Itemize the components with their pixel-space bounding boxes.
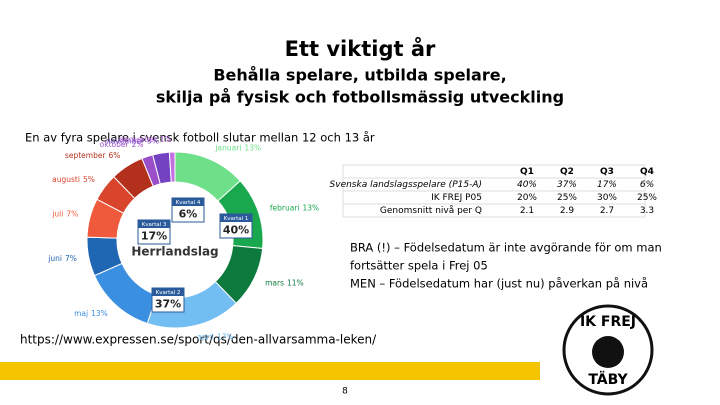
quarter-value: 6%	[179, 208, 198, 221]
month-value: 7%	[65, 254, 77, 263]
table-cell: 30%	[597, 193, 617, 203]
title: Ett viktigt år	[285, 36, 436, 61]
segment-label: juli 7%	[51, 210, 78, 219]
table-header: Q3	[600, 167, 614, 177]
footer-bar	[0, 362, 540, 380]
table-cell: 20%	[517, 193, 537, 203]
segment-label: mars 11%	[265, 278, 304, 287]
month-value: 13%	[91, 309, 108, 318]
table-cell: 25%	[637, 193, 657, 203]
quarter-value: 37%	[155, 298, 181, 311]
month-name: september	[65, 151, 107, 160]
segment-label: december 1%	[119, 135, 172, 144]
segment-label: november 3%	[106, 136, 159, 145]
month-value: 17%	[217, 332, 234, 341]
month-value: 13%	[244, 144, 261, 153]
center-label: Herrlandslag	[131, 245, 218, 259]
month-name: december	[119, 135, 158, 144]
segment-label: augusti 5%	[52, 175, 95, 184]
table-cell: Svenska landslagsspelare (P15-A)	[330, 180, 482, 190]
segment-label: april 17%	[197, 332, 233, 341]
url: https://www.expressen.se/sport/qs/den-al…	[20, 333, 377, 347]
donut-chart: januari 13%februari 13%mars 11%april 17%maj 1…	[47, 135, 319, 341]
logo-text: TÄBY	[588, 371, 628, 388]
table-cell: 2.7	[600, 206, 614, 216]
table-cell: 25%	[557, 193, 577, 203]
month-name: januari	[214, 144, 241, 153]
segment-label: februari 13%	[270, 203, 319, 212]
quarter-name: Kvartal 2	[156, 290, 181, 296]
table-cell: 40%	[517, 180, 537, 190]
month-name: november	[106, 136, 145, 145]
segment-label: januari 13%	[214, 144, 261, 153]
table-cell: 2.9	[560, 206, 575, 216]
quarter-head	[220, 214, 252, 222]
table-cell: 2.1	[520, 206, 534, 216]
quarter-head	[172, 198, 204, 206]
month-name: oktober	[100, 140, 130, 149]
donut-segment	[168, 151, 176, 183]
table-cell: 3.3	[640, 206, 654, 216]
month-name: mars	[265, 278, 284, 287]
note: fortsätter spela i Frej 05	[350, 259, 488, 273]
table-cell: IK FREJ P05	[431, 193, 482, 203]
quarter-head	[138, 220, 170, 228]
segment-label: september 6%	[65, 151, 121, 160]
month-value: 11%	[287, 278, 304, 287]
month-name: augusti	[52, 175, 80, 184]
table-header: Q4	[640, 167, 654, 177]
month-value: 6%	[109, 151, 121, 160]
month-value: 2%	[132, 140, 144, 149]
table-cell: Genomsnitt nivå per Q	[380, 205, 482, 216]
segment-label: oktober 2%	[100, 140, 144, 149]
month-value: 5%	[83, 175, 95, 184]
quarter-value: 17%	[141, 230, 167, 243]
month-value: 13%	[303, 203, 320, 212]
month-name: februari	[270, 203, 300, 212]
subtitle: skilja på fysisk och fotbollsmässig utve…	[156, 88, 564, 107]
month-value: 1%	[160, 135, 172, 144]
month-name: april	[197, 332, 214, 341]
month-value: 7%	[66, 210, 78, 219]
month-name: maj	[74, 309, 88, 318]
table-cell: 6%	[640, 180, 654, 190]
logo-text: IK FREJ	[580, 314, 636, 330]
note: BRA (!) – Födelsedatum är inte avgörande…	[350, 241, 662, 255]
intro: En av fyra spelare i svensk fotboll slut…	[25, 131, 375, 145]
page-number: 8	[342, 387, 348, 397]
quarter-value: 40%	[223, 224, 249, 237]
table: Q1 Q2 Q3 Q4 Svenska landslagsspelare (P15-A)…	[330, 164, 657, 218]
subtitle: Behålla spelare, utbilda spelare,	[213, 66, 506, 85]
table-header: Q1	[520, 167, 534, 177]
table-header: Q2	[560, 167, 574, 177]
logo: IK FREJ TÄBY	[562, 304, 654, 396]
month-name: juli	[51, 210, 63, 219]
segment-label: maj 13%	[74, 309, 108, 318]
quarter-name: Kvartal 3	[142, 222, 167, 228]
note: MEN – Födelsedatum har (just nu) påverka…	[350, 277, 648, 291]
quarter-name: Kvartal 4	[176, 200, 201, 206]
month-name: juni	[47, 254, 62, 263]
quarter-name: Kvartal 1	[224, 216, 249, 222]
table-cell: 17%	[597, 180, 617, 190]
segment-label: juni 7%	[47, 254, 77, 263]
logo-emblem	[592, 336, 624, 368]
table-cell: 37%	[557, 180, 577, 190]
month-value: 3%	[147, 136, 159, 145]
quarter-head	[152, 288, 184, 296]
